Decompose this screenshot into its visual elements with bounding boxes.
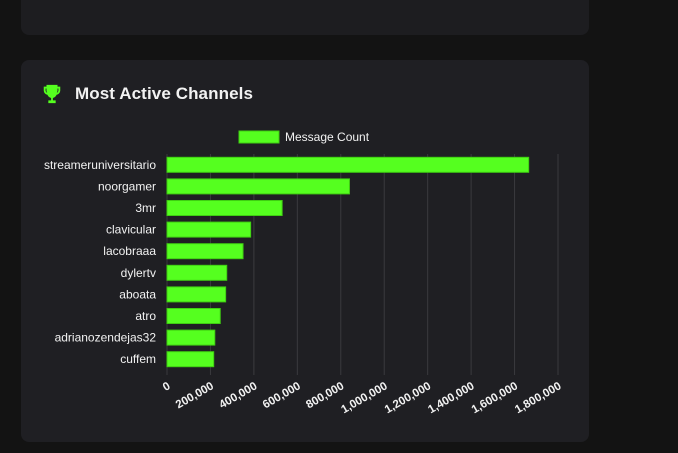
category-label: 3mr — [135, 201, 156, 215]
bar-noorgamer[interactable] — [166, 178, 350, 195]
x-tick-label: 0 — [161, 380, 173, 394]
bar-lacobraaa[interactable] — [166, 243, 244, 260]
bar-streameruniversitario[interactable] — [166, 156, 530, 173]
category-label: dylertv — [121, 266, 156, 280]
bar-chart: Message Count streameruniversitario noorga… — [44, 130, 564, 416]
bar-atro[interactable] — [166, 308, 221, 324]
category-label: clavicular — [106, 223, 156, 237]
category-label: atro — [135, 309, 156, 323]
legend-label[interactable]: Message Count — [285, 130, 370, 144]
chart-area: Message Count streameruniversitario noorga… — [21, 60, 589, 442]
x-tick-label: 600,000 — [261, 380, 303, 411]
x-tick-label: 200,000 — [174, 380, 216, 411]
x-tick-label: 1,200,000 — [383, 380, 433, 416]
bar-3mr[interactable] — [166, 200, 283, 216]
x-tick-label: 1,600,000 — [470, 380, 520, 416]
category-label: noorgamer — [98, 179, 156, 193]
category-label: streameruniversitario — [44, 158, 156, 172]
category-label: cuffem — [120, 352, 156, 366]
x-tick-label: 400,000 — [217, 380, 259, 411]
bar-clavicular[interactable] — [166, 221, 252, 238]
category-label: adrianozendejas32 — [55, 331, 157, 345]
card-title: Most Active Channels — [75, 84, 254, 103]
card-header: Most Active Channels — [41, 82, 253, 106]
most-active-channels-card: Message Count streameruniversitario noorga… — [21, 60, 589, 442]
bar-adrianozendejas32[interactable] — [166, 329, 216, 346]
category-label: lacobraaa — [103, 244, 156, 258]
previous-card — [21, 0, 589, 35]
x-tick-label: 1,000,000 — [339, 380, 389, 416]
bar-cuffem[interactable] — [166, 351, 215, 368]
x-tick-label: 1,800,000 — [513, 380, 563, 416]
bar-aboata[interactable] — [166, 286, 227, 303]
category-label: aboata — [119, 287, 156, 301]
trophy-icon — [43, 84, 61, 104]
bar-dylertv[interactable] — [166, 264, 228, 281]
x-tick-label: 1,400,000 — [426, 380, 476, 416]
legend-swatch[interactable] — [238, 130, 280, 144]
